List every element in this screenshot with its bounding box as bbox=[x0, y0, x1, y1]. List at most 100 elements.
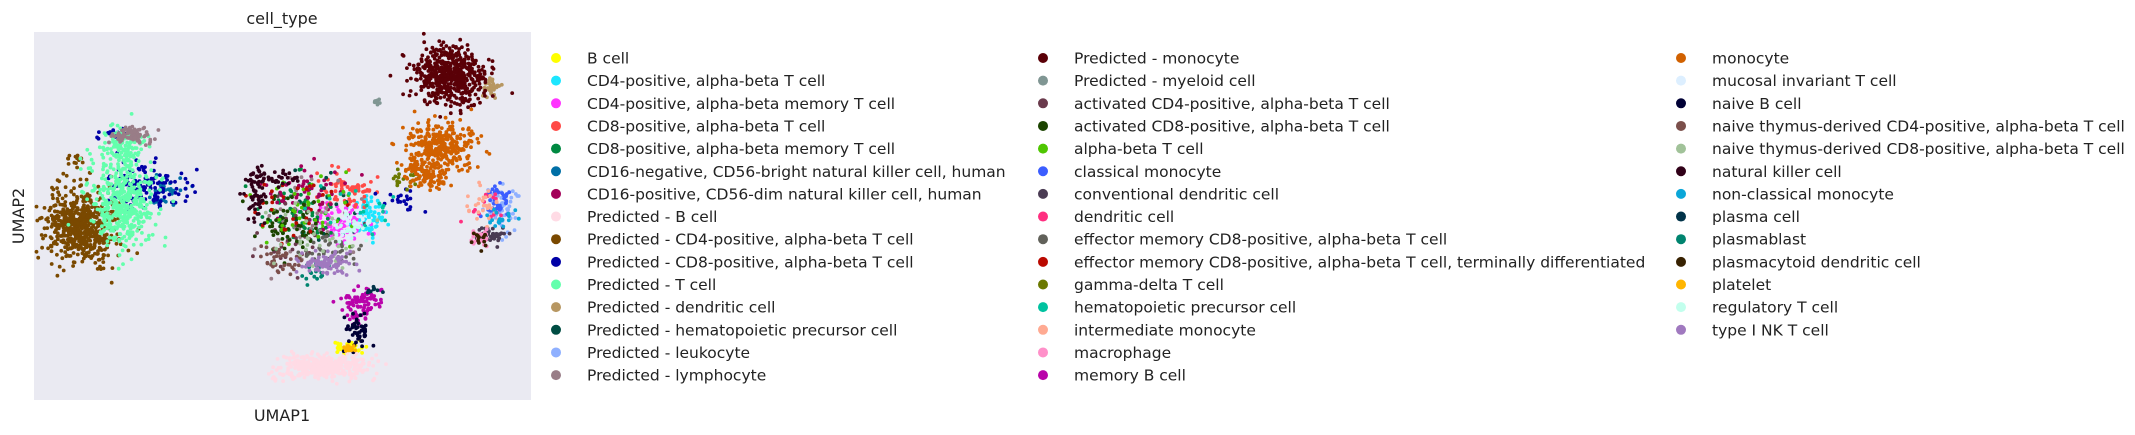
point bbox=[313, 221, 318, 226]
legend-label: Predicted - hematopoietic precursor cell bbox=[587, 321, 897, 339]
legend-item: Predicted - CD4-positive, alpha-beta T c… bbox=[551, 231, 914, 249]
chart-title: cell_type bbox=[246, 9, 317, 29]
point bbox=[425, 164, 429, 169]
point bbox=[446, 120, 450, 125]
point bbox=[318, 216, 323, 221]
point bbox=[98, 247, 103, 252]
series-35 bbox=[238, 163, 300, 226]
point bbox=[432, 99, 437, 103]
point bbox=[454, 149, 458, 154]
point bbox=[443, 77, 448, 82]
point bbox=[288, 360, 293, 365]
point bbox=[286, 196, 290, 201]
point bbox=[448, 111, 453, 116]
point bbox=[78, 156, 83, 161]
legend-marker bbox=[1676, 120, 1686, 131]
point bbox=[320, 235, 325, 240]
point bbox=[262, 221, 267, 226]
point bbox=[465, 204, 470, 209]
point bbox=[443, 151, 448, 156]
point bbox=[271, 233, 276, 238]
point bbox=[304, 219, 309, 224]
series-30 bbox=[390, 107, 492, 193]
point bbox=[63, 250, 68, 255]
point bbox=[105, 151, 110, 156]
point bbox=[173, 179, 177, 184]
point bbox=[318, 372, 323, 377]
legend-label: CD8-positive, alpha-beta memory T cell bbox=[587, 140, 895, 158]
point bbox=[141, 168, 146, 173]
point bbox=[89, 157, 94, 162]
point bbox=[448, 142, 453, 146]
legend-label: alpha-beta T cell bbox=[1074, 140, 1204, 158]
point bbox=[372, 215, 377, 220]
point bbox=[427, 77, 432, 82]
point bbox=[263, 210, 268, 215]
point bbox=[318, 184, 323, 188]
point bbox=[270, 195, 274, 200]
point bbox=[100, 194, 105, 198]
point bbox=[90, 169, 94, 173]
legend-marker bbox=[1676, 324, 1686, 335]
point bbox=[81, 239, 86, 244]
point bbox=[269, 370, 274, 374]
point bbox=[117, 237, 121, 242]
point bbox=[351, 256, 356, 261]
point bbox=[490, 94, 495, 98]
point bbox=[445, 137, 450, 142]
point bbox=[462, 81, 467, 85]
point bbox=[83, 222, 88, 227]
point bbox=[305, 236, 310, 240]
legend-marker bbox=[1038, 166, 1048, 177]
legend-label: naive thymus-derived CD4-positive, alpha… bbox=[1712, 117, 2125, 135]
point bbox=[377, 201, 382, 206]
point bbox=[293, 366, 297, 370]
point bbox=[362, 303, 367, 308]
point bbox=[317, 192, 321, 197]
legend-marker bbox=[1676, 279, 1686, 290]
legend-label: Predicted - monocyte bbox=[1074, 50, 1239, 68]
point bbox=[502, 231, 506, 236]
point bbox=[348, 205, 353, 210]
point bbox=[274, 254, 279, 258]
point bbox=[312, 232, 316, 237]
point bbox=[255, 181, 260, 185]
point bbox=[266, 217, 270, 222]
legend-label: Predicted - T cell bbox=[587, 276, 716, 294]
point bbox=[306, 196, 311, 200]
point bbox=[376, 211, 381, 216]
point bbox=[482, 72, 487, 76]
point bbox=[468, 97, 472, 102]
point bbox=[153, 156, 158, 161]
point bbox=[336, 263, 340, 268]
point bbox=[55, 252, 59, 257]
point bbox=[324, 182, 328, 187]
point bbox=[427, 182, 432, 187]
point bbox=[418, 128, 423, 132]
point bbox=[333, 170, 337, 175]
legend-label: Predicted - B cell bbox=[587, 208, 717, 226]
point bbox=[248, 205, 253, 210]
point bbox=[139, 147, 144, 152]
point bbox=[443, 102, 448, 107]
point bbox=[427, 140, 432, 145]
point bbox=[303, 226, 307, 231]
point bbox=[353, 189, 358, 193]
point bbox=[426, 156, 431, 161]
legend-item: CD4-positive, alpha-beta memory T cell bbox=[551, 95, 895, 113]
point bbox=[314, 262, 319, 266]
point bbox=[115, 208, 120, 213]
legend-marker bbox=[1038, 120, 1048, 131]
point bbox=[412, 157, 416, 162]
point bbox=[88, 166, 93, 170]
point bbox=[370, 356, 374, 361]
point bbox=[350, 302, 355, 307]
point bbox=[251, 254, 255, 259]
point bbox=[348, 187, 352, 192]
point bbox=[91, 161, 96, 166]
point bbox=[307, 221, 311, 226]
point bbox=[318, 262, 322, 266]
point bbox=[471, 231, 476, 236]
point bbox=[351, 250, 356, 255]
point bbox=[132, 129, 137, 134]
